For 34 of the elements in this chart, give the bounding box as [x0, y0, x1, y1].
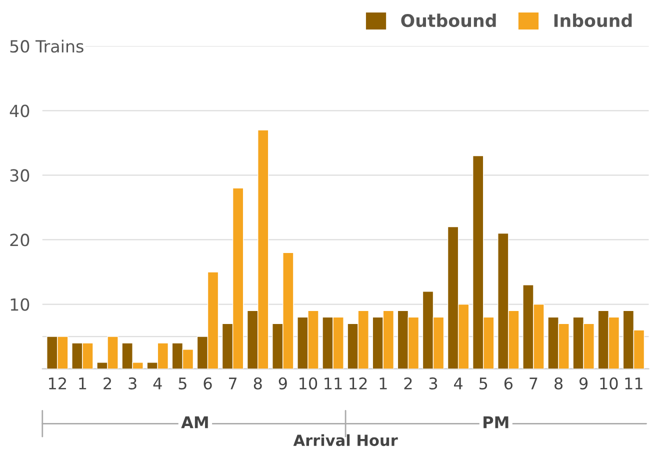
x-tick-label: 12: [49, 377, 66, 390]
x-tick-label: 6: [204, 377, 212, 390]
x-tick-label: 4: [454, 378, 462, 390]
y-tick-label: 50 Trains: [10, 40, 84, 53]
x-tick-label: 1: [380, 378, 387, 390]
x-tick-label: 2: [104, 377, 112, 390]
legend-label: Inbound: [554, 14, 632, 28]
x-tick-label: 1: [79, 378, 86, 390]
x-tick-label: 4: [153, 378, 162, 390]
text: AM: [181, 416, 208, 428]
y-tick-label: 10: [10, 298, 30, 311]
x-tick-label: 6: [504, 377, 512, 390]
y-tick-label: 20: [10, 234, 30, 246]
x-tick-label: 2: [404, 377, 412, 390]
x-tick-label: 10: [300, 377, 318, 390]
x-tick-label: 7: [530, 378, 538, 390]
y-tick-label: 30: [10, 169, 30, 182]
x-tick-label: 11: [625, 378, 642, 390]
x-tick-label: 5: [178, 378, 186, 390]
x-tick-label: 3: [128, 377, 136, 390]
x-tick-label: 8: [554, 377, 563, 390]
x-tick-label: 11: [324, 378, 342, 390]
x-tick-label: 7: [229, 378, 237, 390]
x-tick-label: 3: [429, 377, 438, 390]
x-tick-label: 10: [600, 377, 618, 390]
legend-label: Outbound: [401, 14, 496, 28]
x-tick-label: 5: [480, 378, 488, 390]
x-axis-title: Arrival Hour: [293, 434, 398, 446]
text: PM: [484, 416, 508, 428]
x-tick-label: 8: [254, 377, 262, 390]
x-tick-label: 9: [580, 377, 588, 390]
x-tick-label: 12: [350, 377, 367, 390]
x-tick-label: 9: [278, 377, 287, 390]
y-tick-label: 40: [10, 104, 30, 118]
